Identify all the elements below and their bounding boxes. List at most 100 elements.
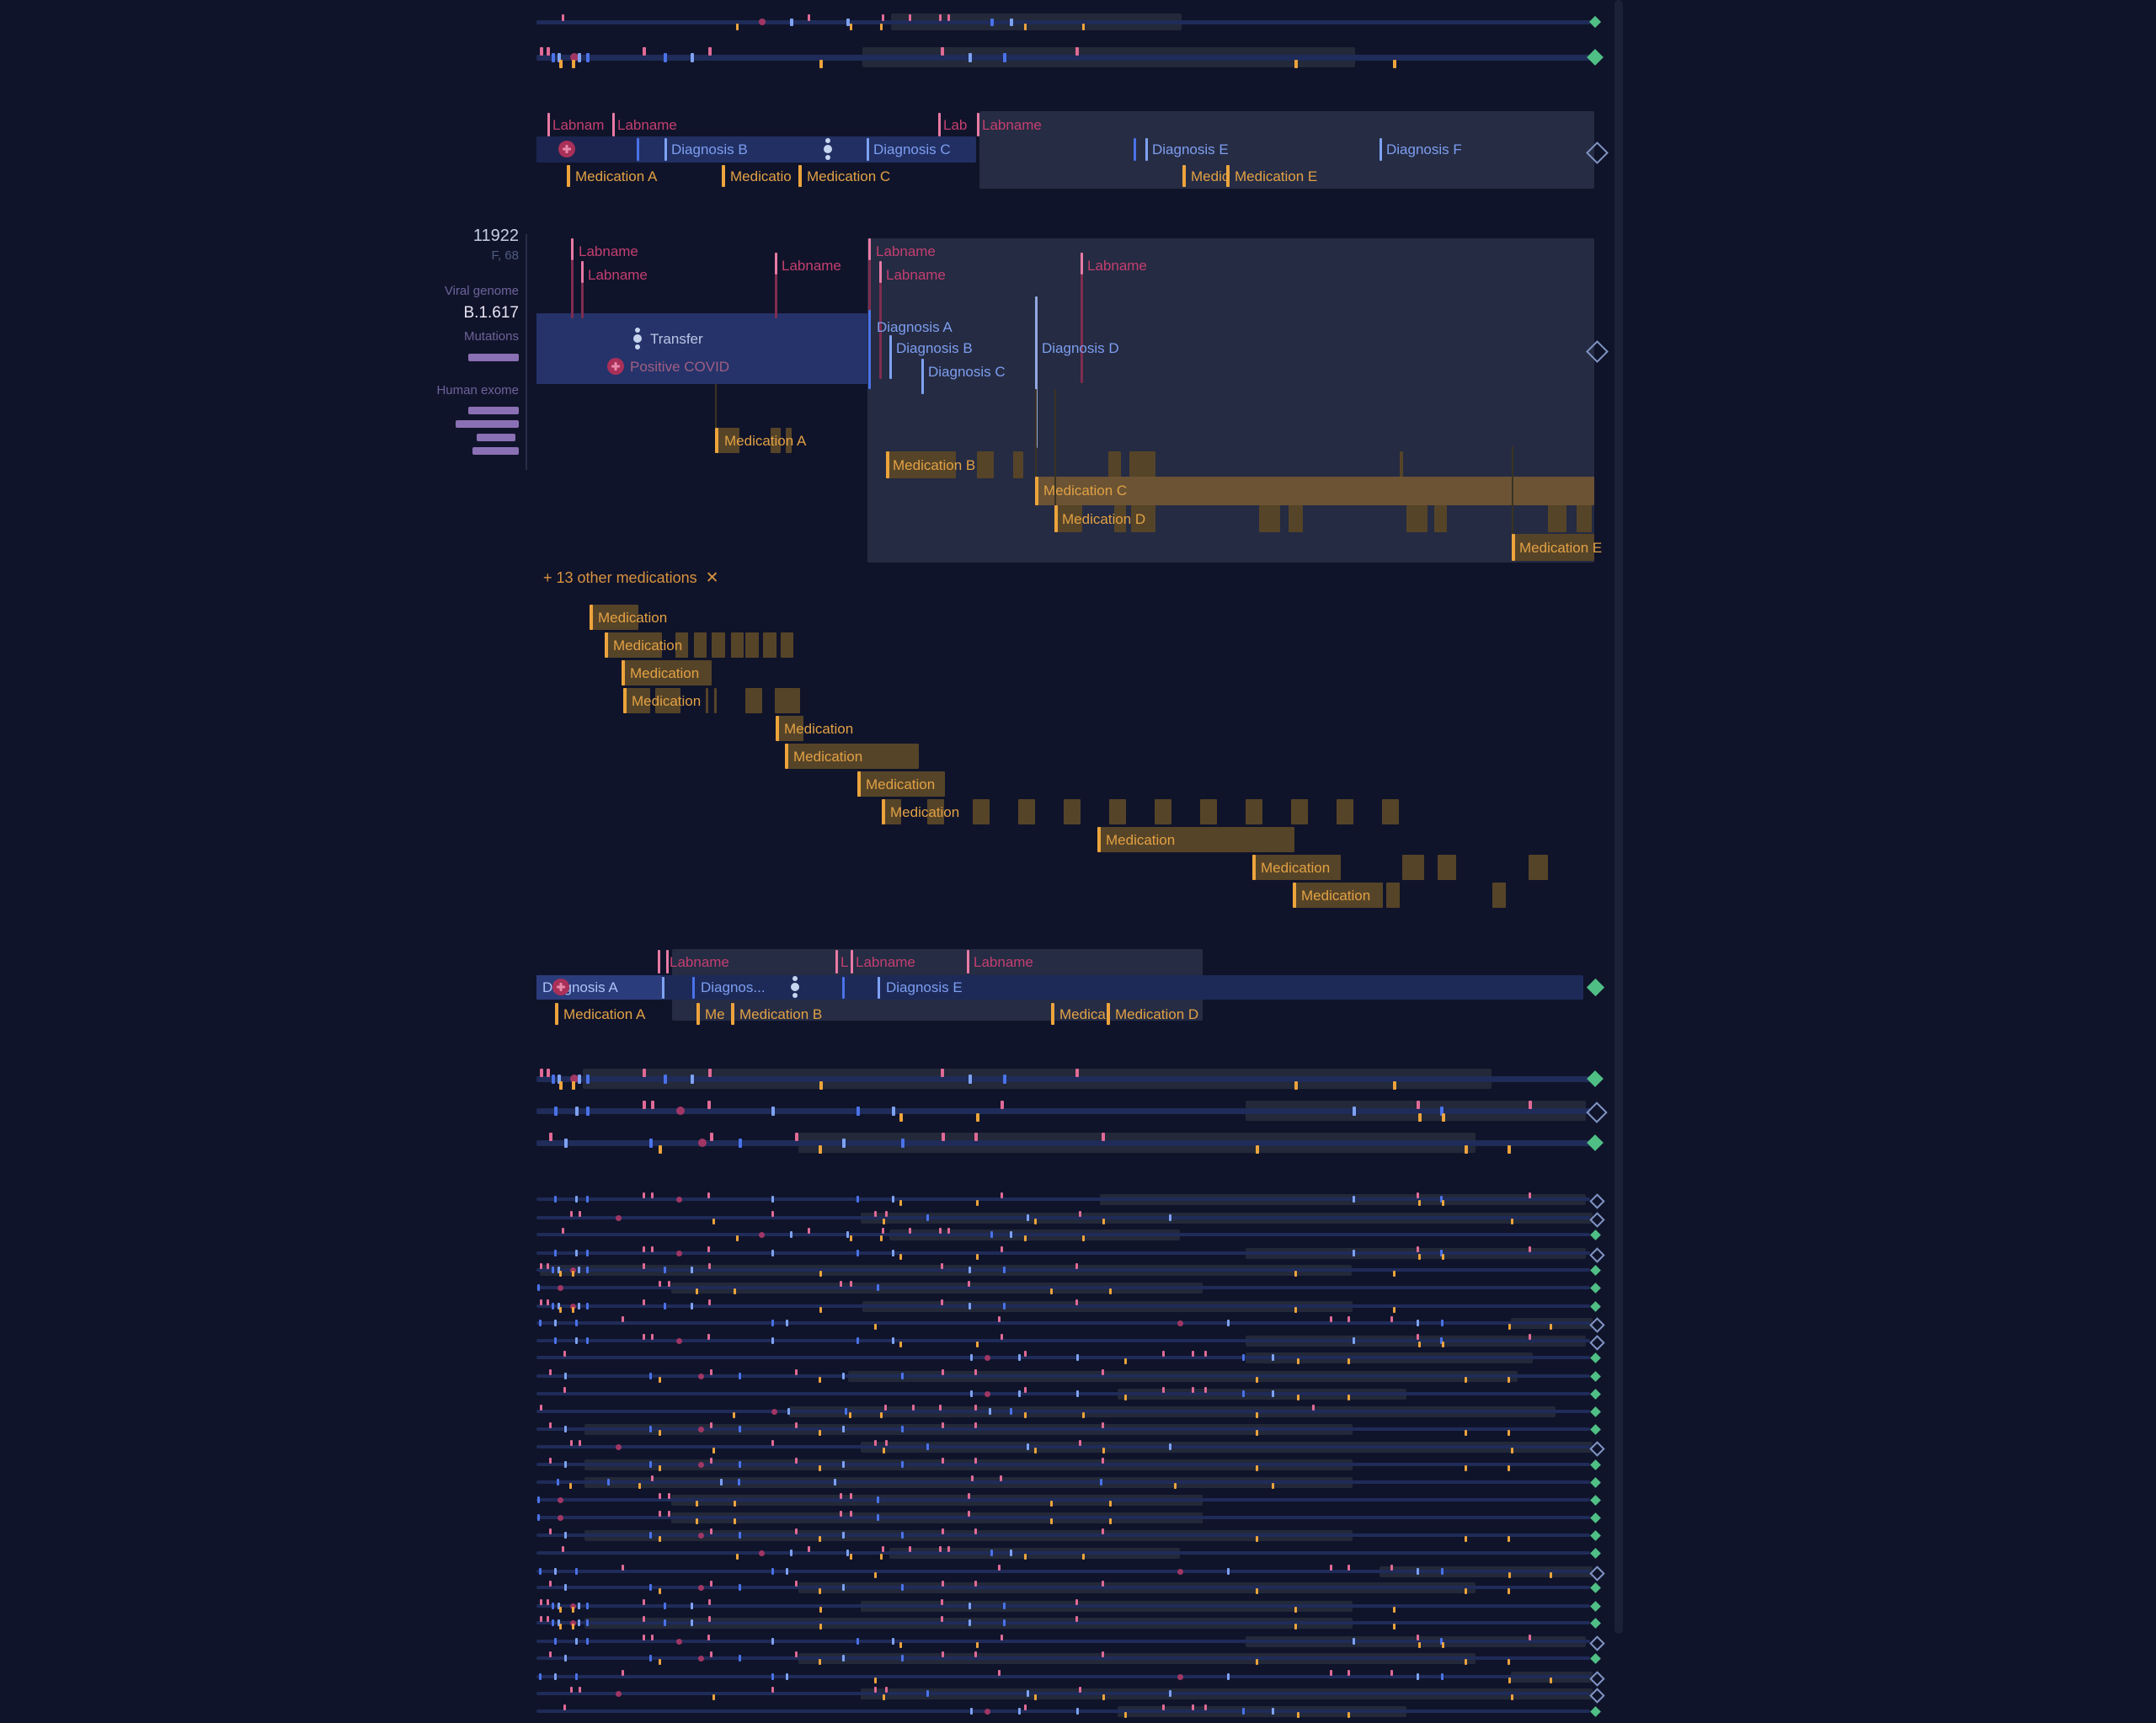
diagnosis-event-tick[interactable] (586, 52, 590, 62)
timeline-baseline[interactable] (536, 1286, 1590, 1289)
medication-label[interactable]: Medication (598, 610, 668, 626)
lab-event-tick[interactable] (941, 1616, 943, 1622)
lab-event-tick[interactable] (1024, 1387, 1027, 1393)
lab-event-tick[interactable] (622, 1670, 624, 1676)
diagnosis-event-tick[interactable] (969, 1074, 972, 1084)
medication-dose-block[interactable] (1402, 855, 1424, 880)
medication-label[interactable]: Me (705, 1006, 725, 1022)
diagnosis-event-tick[interactable] (738, 1479, 740, 1486)
medication-event-tick[interactable] (1465, 1144, 1468, 1154)
medication-tick[interactable] (776, 716, 779, 741)
diagnosis-event-tick[interactable] (649, 1532, 652, 1539)
medication-event-tick[interactable] (1109, 1518, 1112, 1524)
medication-event-tick[interactable] (736, 1554, 739, 1560)
medication-block[interactable] (1097, 827, 1294, 852)
medication-event-tick[interactable] (1442, 1112, 1445, 1122)
timeline-baseline[interactable] (536, 1356, 1590, 1359)
lab-event-tick[interactable] (874, 1440, 877, 1446)
lab-event-tick[interactable] (579, 1211, 581, 1217)
medication-label[interactable]: Medication (890, 804, 960, 820)
diagnosis-event-tick[interactable] (1076, 1390, 1079, 1397)
diagnosis-event-tick[interactable] (564, 1138, 568, 1148)
diagnosis-event-tick[interactable] (771, 1337, 774, 1344)
labname-label[interactable]: Labname (982, 117, 1042, 133)
lab-event-tick[interactable] (549, 1422, 552, 1428)
diagnosis-event-tick[interactable] (575, 1320, 578, 1326)
medication-event-tick[interactable] (1256, 1430, 1258, 1436)
medication-event-tick[interactable] (1124, 1712, 1127, 1718)
lab-event-tick[interactable] (1001, 1635, 1003, 1640)
diagnosis-event-tick[interactable] (926, 1690, 929, 1697)
medication-event-tick[interactable] (1511, 1448, 1513, 1454)
diagnosis-event-tick[interactable] (578, 1603, 580, 1609)
lab-event-tick[interactable] (971, 1475, 974, 1481)
diagnosis-event-tick[interactable] (1417, 1568, 1419, 1575)
timeline-baseline[interactable] (536, 1304, 1590, 1308)
diagnosis-event-tick[interactable] (1169, 1214, 1171, 1221)
lab-event-tick[interactable] (651, 1475, 654, 1481)
lab-event-tick[interactable] (651, 1334, 654, 1340)
medication-event-tick[interactable] (1294, 59, 1298, 68)
lab-event-tick[interactable] (579, 1687, 581, 1693)
diagnosis-event-tick[interactable] (970, 1708, 973, 1715)
lab-event-tick[interactable] (547, 46, 550, 56)
lab-event-tick[interactable] (1417, 1334, 1419, 1340)
medication-event-tick[interactable] (850, 1235, 852, 1241)
expanded-patient-panel[interactable] (867, 238, 1594, 563)
diagnosis-event-tick[interactable] (1003, 1267, 1006, 1273)
diagnosis-event-tick[interactable] (1272, 1708, 1274, 1715)
medication-dose-block[interactable] (1438, 855, 1456, 880)
lab-event-tick[interactable] (622, 1565, 624, 1571)
diagnosis-event-tick[interactable] (558, 1603, 560, 1609)
milestone-diamond-filled[interactable] (1587, 1070, 1604, 1087)
medication-block[interactable] (1512, 534, 1594, 561)
medication-event-tick[interactable] (659, 1144, 662, 1154)
lab-event-tick[interactable] (909, 13, 911, 21)
diagnosis-event-tick[interactable] (691, 52, 694, 62)
lab-event-tick[interactable] (974, 1458, 977, 1464)
lab-event-tick[interactable] (1529, 1246, 1531, 1252)
lab-event-tick[interactable] (885, 1211, 888, 1217)
diagnosis-event-tick[interactable] (1100, 1479, 1102, 1486)
medication-event-tick[interactable] (1082, 1235, 1085, 1241)
lab-event-tick[interactable] (708, 1263, 711, 1269)
medication-event-tick[interactable] (1442, 1254, 1444, 1260)
medication-tick[interactable] (785, 744, 788, 769)
lab-event-tick[interactable] (643, 1192, 645, 1198)
covid-event-dot[interactable] (698, 1655, 704, 1662)
timeline-baseline[interactable] (536, 1534, 1590, 1537)
medication-dose-block[interactable] (1382, 799, 1399, 824)
medication-event-tick[interactable] (1465, 1430, 1467, 1436)
diagnosis-event-tick[interactable] (892, 1250, 894, 1256)
medication-event-tick[interactable] (1418, 1254, 1421, 1260)
diagnosis-label[interactable]: Diagnosis B (671, 141, 748, 157)
lab-event-tick[interactable] (710, 1651, 712, 1657)
timeline-baseline[interactable] (536, 1710, 1590, 1713)
milestone-diamond-hollow[interactable] (1588, 1635, 1605, 1651)
medication-event-tick[interactable] (976, 1254, 979, 1260)
lab-event-tick[interactable] (547, 1068, 550, 1077)
medication-block[interactable] (886, 451, 956, 478)
medication-label[interactable]: Medicatio (730, 168, 792, 184)
medication-tick[interactable] (1226, 165, 1230, 187)
lab-event-tick[interactable] (547, 1263, 549, 1269)
medication-label[interactable]: Medication E (1235, 168, 1318, 184)
medication-tick[interactable] (622, 660, 625, 685)
medication-event-tick[interactable] (1256, 1659, 1258, 1665)
medication-label[interactable]: Medication (630, 665, 700, 681)
medication-event-tick[interactable] (559, 59, 563, 68)
lab-event-tick[interactable] (968, 1493, 970, 1499)
diagnosis-event-tick[interactable] (664, 52, 667, 62)
diagnosis-event-tick[interactable] (586, 1250, 589, 1256)
timeline-baseline[interactable] (536, 1392, 1590, 1395)
lab-event-tick[interactable] (941, 46, 944, 56)
diagnosis-event-tick[interactable] (664, 1303, 666, 1310)
labname-label[interactable]: Lab (943, 117, 968, 133)
covid-event-dot[interactable] (616, 1443, 622, 1450)
lab-event-tick[interactable] (1000, 1475, 1002, 1481)
labname-label[interactable]: Labname (588, 267, 648, 283)
lab-event-tick[interactable] (939, 1546, 942, 1552)
lab-event-tick[interactable] (579, 1440, 581, 1446)
diagnosis-event-tick[interactable] (578, 1267, 580, 1273)
lab-event-tick[interactable] (968, 1511, 970, 1517)
